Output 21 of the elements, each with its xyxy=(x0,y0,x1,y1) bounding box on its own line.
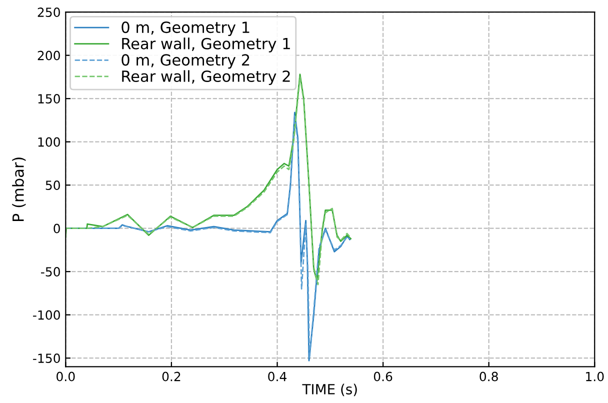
x-tick-label: 0.0 xyxy=(56,372,75,382)
y-tick-label: 50 xyxy=(46,180,60,190)
y-tick-label: 0 xyxy=(54,224,60,234)
x-tick-label: 0.2 xyxy=(162,372,180,382)
y-tick-label: 150 xyxy=(38,94,60,104)
legend-label: 0 m, Geometry 1 xyxy=(122,22,250,36)
x-tick-label: 0.6 xyxy=(374,372,392,382)
y-tick-label: 250 xyxy=(38,8,60,18)
x-tick-label: 0.8 xyxy=(480,372,498,382)
x-tick-label: 1.0 xyxy=(586,372,604,382)
y-tick-label: -150 xyxy=(33,354,60,364)
y-tick-label: 100 xyxy=(38,137,60,147)
x-axis-title: TIME (s) xyxy=(302,384,357,396)
y-tick-label: -50 xyxy=(41,267,60,277)
legend-label: Rear wall, Geometry 1 xyxy=(122,38,290,52)
y-axis-title: P (mbar) xyxy=(12,158,26,222)
legend-label: Rear wall, Geometry 2 xyxy=(122,70,290,85)
y-tick-label: -100 xyxy=(33,310,60,320)
legend-label: 0 m, Geometry 2 xyxy=(122,54,250,69)
y-tick-label: 200 xyxy=(38,50,60,60)
x-tick-label: 0.4 xyxy=(268,372,286,382)
